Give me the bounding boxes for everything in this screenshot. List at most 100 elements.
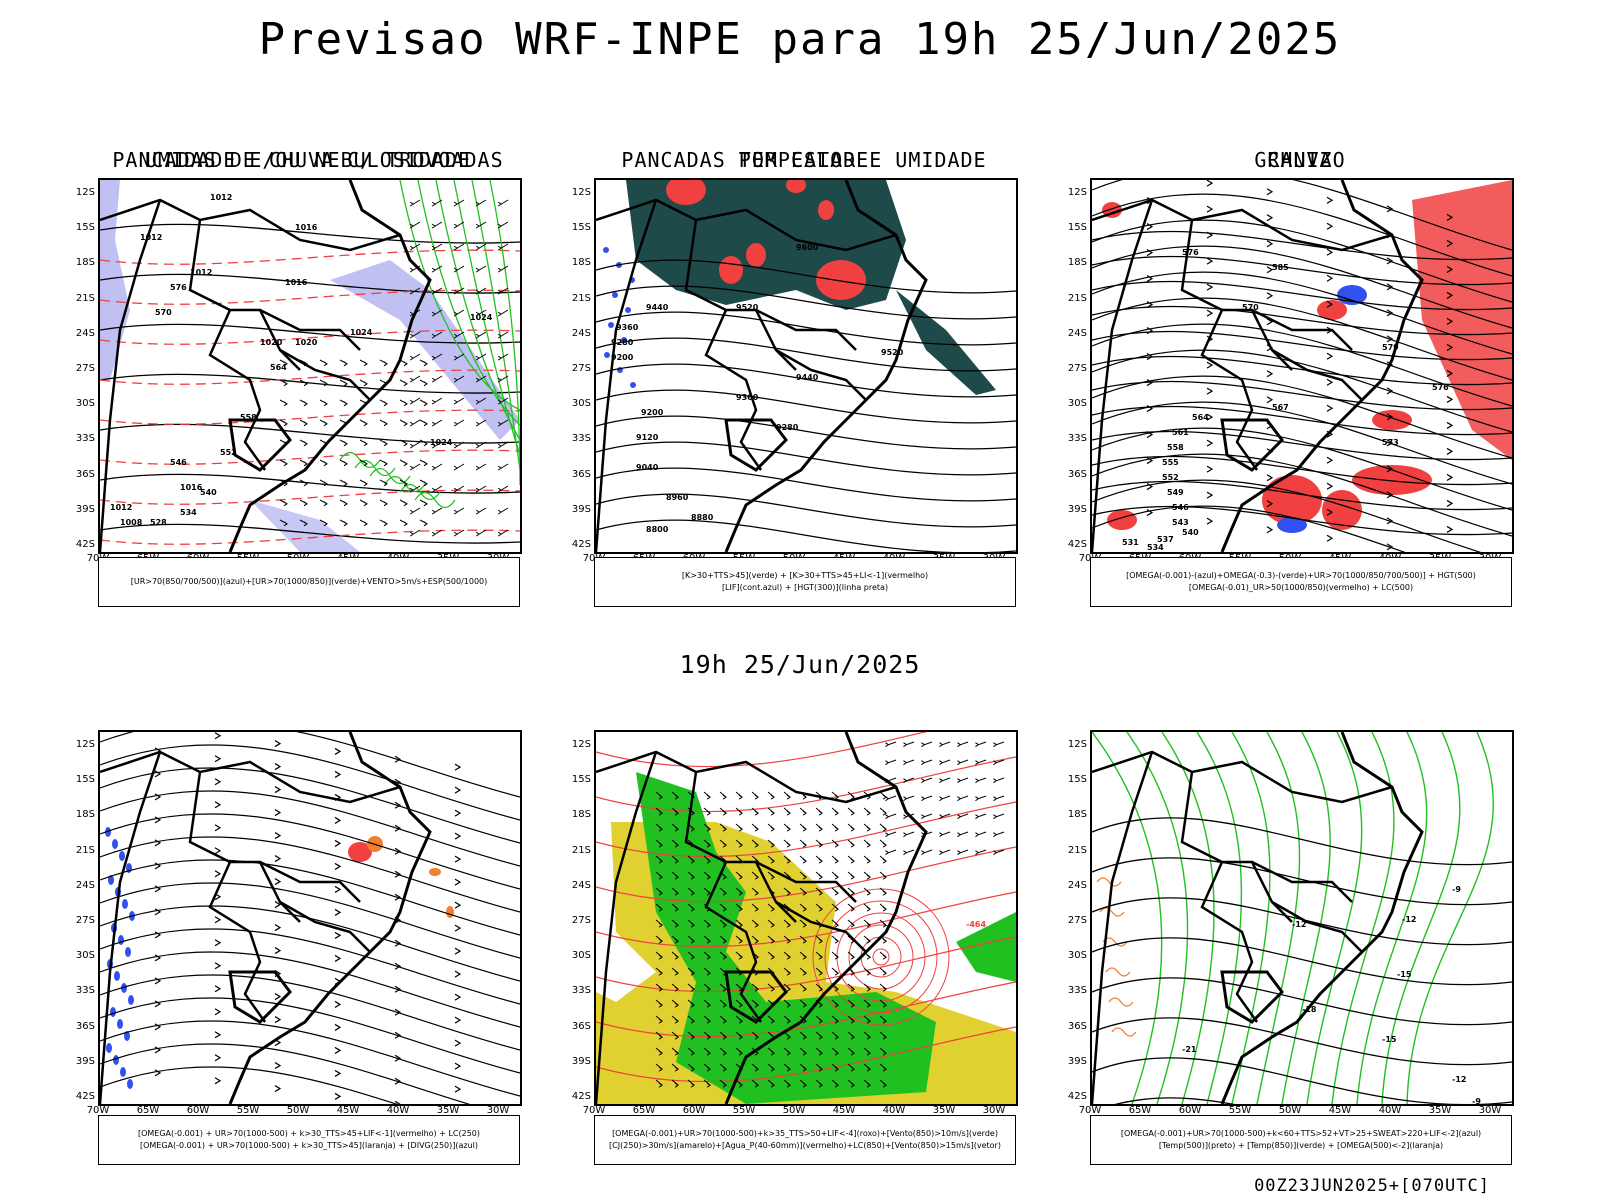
lat-tick-label: 33S bbox=[75, 985, 95, 997]
panel-title-3: CHUVA bbox=[1267, 148, 1333, 172]
lat-tick-label: 27S bbox=[571, 915, 591, 926]
lat-tick-label: 15S bbox=[75, 774, 95, 786]
contour-label: 567 bbox=[1272, 403, 1289, 412]
lon-tick-label: 70W bbox=[86, 1105, 110, 1116]
panel-title-6: GRANIZO bbox=[1254, 148, 1346, 172]
legend-line: [LIF](cont.azul) + [HGT(300)](linha pret… bbox=[721, 583, 889, 592]
contour-label: 1024 bbox=[350, 328, 373, 337]
lat-tick-label: 18S bbox=[571, 257, 591, 269]
lat-tick-label: 24S bbox=[75, 879, 95, 891]
legend-line: [OMEGA(-0.001) + UR>70(1000-500) + k>30_… bbox=[137, 1129, 481, 1138]
legend-box-3: [OMEGA(-0.001)-(azul)+OMEGA(-0.3)-(verde… bbox=[1090, 557, 1512, 607]
contour-label: 576 bbox=[1432, 383, 1449, 392]
legend-line: [Temp(500)](preto) + [Temp(850)](verde) … bbox=[1158, 1141, 1444, 1150]
lat-tick-label: 36S bbox=[75, 468, 95, 480]
lat-tick-label: 24S bbox=[571, 327, 591, 339]
contour-label: 9520 bbox=[881, 348, 904, 357]
lon-tick-label: 30W bbox=[1478, 1105, 1502, 1116]
contour-label: -15 bbox=[1397, 970, 1412, 979]
contour-label: 9280 bbox=[776, 423, 799, 432]
lat-tick-label: 36S bbox=[1067, 1020, 1087, 1032]
lat-tick-label: 21S bbox=[75, 292, 95, 304]
contour-label: -9 bbox=[1472, 1097, 1481, 1104]
lon-tick-label: 35W bbox=[932, 1105, 956, 1116]
map-svg-4 bbox=[100, 732, 520, 1104]
contour-label: 528 bbox=[150, 518, 167, 527]
lat-tick-label: 30S bbox=[1067, 398, 1087, 410]
lat-tick-label: 12S bbox=[571, 187, 591, 198]
contour-label: 9520 bbox=[736, 303, 759, 312]
lat-tick-label: 18S bbox=[1067, 809, 1087, 821]
legend-line: [CJ(250)>30m/s](amarelo)+[Agua_P(40-60mm… bbox=[609, 1141, 1001, 1150]
legend-box-1: [UR>70(850/700/500)](azul)+[UR>70(1000/8… bbox=[98, 557, 520, 607]
contour-label: 561 bbox=[1172, 428, 1189, 437]
lon-tick-label: 45W bbox=[832, 1105, 856, 1116]
contour-label: 8800 bbox=[646, 525, 669, 534]
lon-tick-label: 50W bbox=[782, 1105, 806, 1116]
contour-label: 1016 bbox=[180, 483, 203, 492]
contour-label: 558 bbox=[1167, 443, 1184, 452]
lat-tick-label: 18S bbox=[75, 257, 95, 269]
lon-tick-label: 60W bbox=[682, 1105, 706, 1116]
contour-label: 9360 bbox=[736, 393, 759, 402]
legend-line: [OMEGA(-0.001)+UR>70(1000-500)+k>35_TTS>… bbox=[612, 1129, 998, 1138]
lat-tick-label: 42S bbox=[75, 1091, 95, 1102]
contour-label: 537 bbox=[1157, 535, 1174, 544]
legend-box-2: [K>30+TTS>45](verde) + [K>30+TTS>45+LI<-… bbox=[594, 557, 1016, 607]
lat-tick-label: 21S bbox=[571, 292, 591, 304]
lat-tick-label: 12S bbox=[1067, 187, 1087, 198]
run-info: 00Z23JUN2025+[070UTC] bbox=[1254, 1176, 1490, 1196]
contour-label: -12 bbox=[1402, 915, 1416, 924]
contour-label: 573 bbox=[1382, 438, 1399, 447]
lat-tick-label: 39S bbox=[75, 503, 95, 515]
contour-label: -21 bbox=[1182, 1045, 1197, 1054]
lon-tick-label: 70W bbox=[1078, 1105, 1102, 1116]
lat-tick-label: 21S bbox=[75, 844, 95, 856]
page-title: Previsao WRF-INPE para 19h 25/Jun/2025 bbox=[258, 14, 1342, 65]
lat-tick-label: 33S bbox=[571, 985, 591, 997]
contour-label: 585 bbox=[1272, 263, 1289, 272]
map-panel-5: -464 bbox=[594, 730, 1018, 1106]
contour-label: 9200 bbox=[641, 408, 664, 417]
lat-tick-label: 27S bbox=[1067, 915, 1087, 926]
lat-tick-label: 12S bbox=[1067, 739, 1087, 750]
lon-tick-label: 60W bbox=[186, 1105, 210, 1116]
contour-label: -15 bbox=[1382, 1035, 1397, 1044]
lon-tick-label: 35W bbox=[1428, 1105, 1452, 1116]
lat-tick-label: 36S bbox=[571, 1020, 591, 1032]
contour-label: 1008 bbox=[120, 518, 143, 527]
lat-tick-label: 39S bbox=[571, 1055, 591, 1067]
panel-title-5: TEMPESTADE bbox=[738, 148, 870, 172]
lat-tick-label: 24S bbox=[1067, 327, 1087, 339]
contour-label: 552 bbox=[1162, 473, 1179, 482]
lat-tick-label: 12S bbox=[75, 739, 95, 750]
contour-label: 579 bbox=[1382, 343, 1399, 352]
lat-tick-label: 39S bbox=[571, 503, 591, 515]
lon-tick-label: 40W bbox=[882, 1105, 906, 1116]
map-svg-5: -464 bbox=[596, 732, 1016, 1104]
lat-tick-label: 27S bbox=[1067, 363, 1087, 374]
legend-line: [OMEGA(-0.01)_UR>50(1000/850)(vermelho) … bbox=[1188, 583, 1414, 592]
panel-title-4: PANCADAS DE CHUVA C/ TROVOADAS bbox=[112, 148, 504, 172]
legend-box-6: [OMEGA(-0.001)+UR>70(1000-500)+k<60+TTS>… bbox=[1090, 1115, 1512, 1165]
contour-label: 1012 bbox=[140, 233, 162, 242]
lon-tick-label: 45W bbox=[1328, 1105, 1352, 1116]
lat-tick-label: 30S bbox=[75, 398, 95, 410]
lon-tick-label: 30W bbox=[486, 1105, 510, 1116]
contour-label: 534 bbox=[1147, 543, 1164, 552]
legend-line: [K>30+TTS>45](verde) + [K>30+TTS>45+LI<-… bbox=[681, 571, 929, 580]
lat-tick-label: 42S bbox=[571, 539, 591, 550]
contour-label: 9440 bbox=[796, 373, 819, 382]
lon-tick-label: 55W bbox=[1228, 1105, 1252, 1116]
lat-tick-label: 18S bbox=[75, 809, 95, 821]
contour-label: 570 bbox=[1242, 303, 1259, 312]
lat-tick-label: 30S bbox=[1067, 950, 1087, 962]
lat-tick-label: 30S bbox=[571, 950, 591, 962]
contour-label: 1024 bbox=[470, 313, 493, 322]
contour-label: 1012 bbox=[190, 268, 212, 277]
lon-tick-label: 40W bbox=[1378, 1105, 1402, 1116]
lon-tick-label: 35W bbox=[436, 1105, 460, 1116]
contour-label: 9280 bbox=[611, 338, 634, 347]
map-svg-1: 1012 1012 1012 1016 1016 1020 1020 1024 1024 1024… bbox=[100, 180, 520, 552]
